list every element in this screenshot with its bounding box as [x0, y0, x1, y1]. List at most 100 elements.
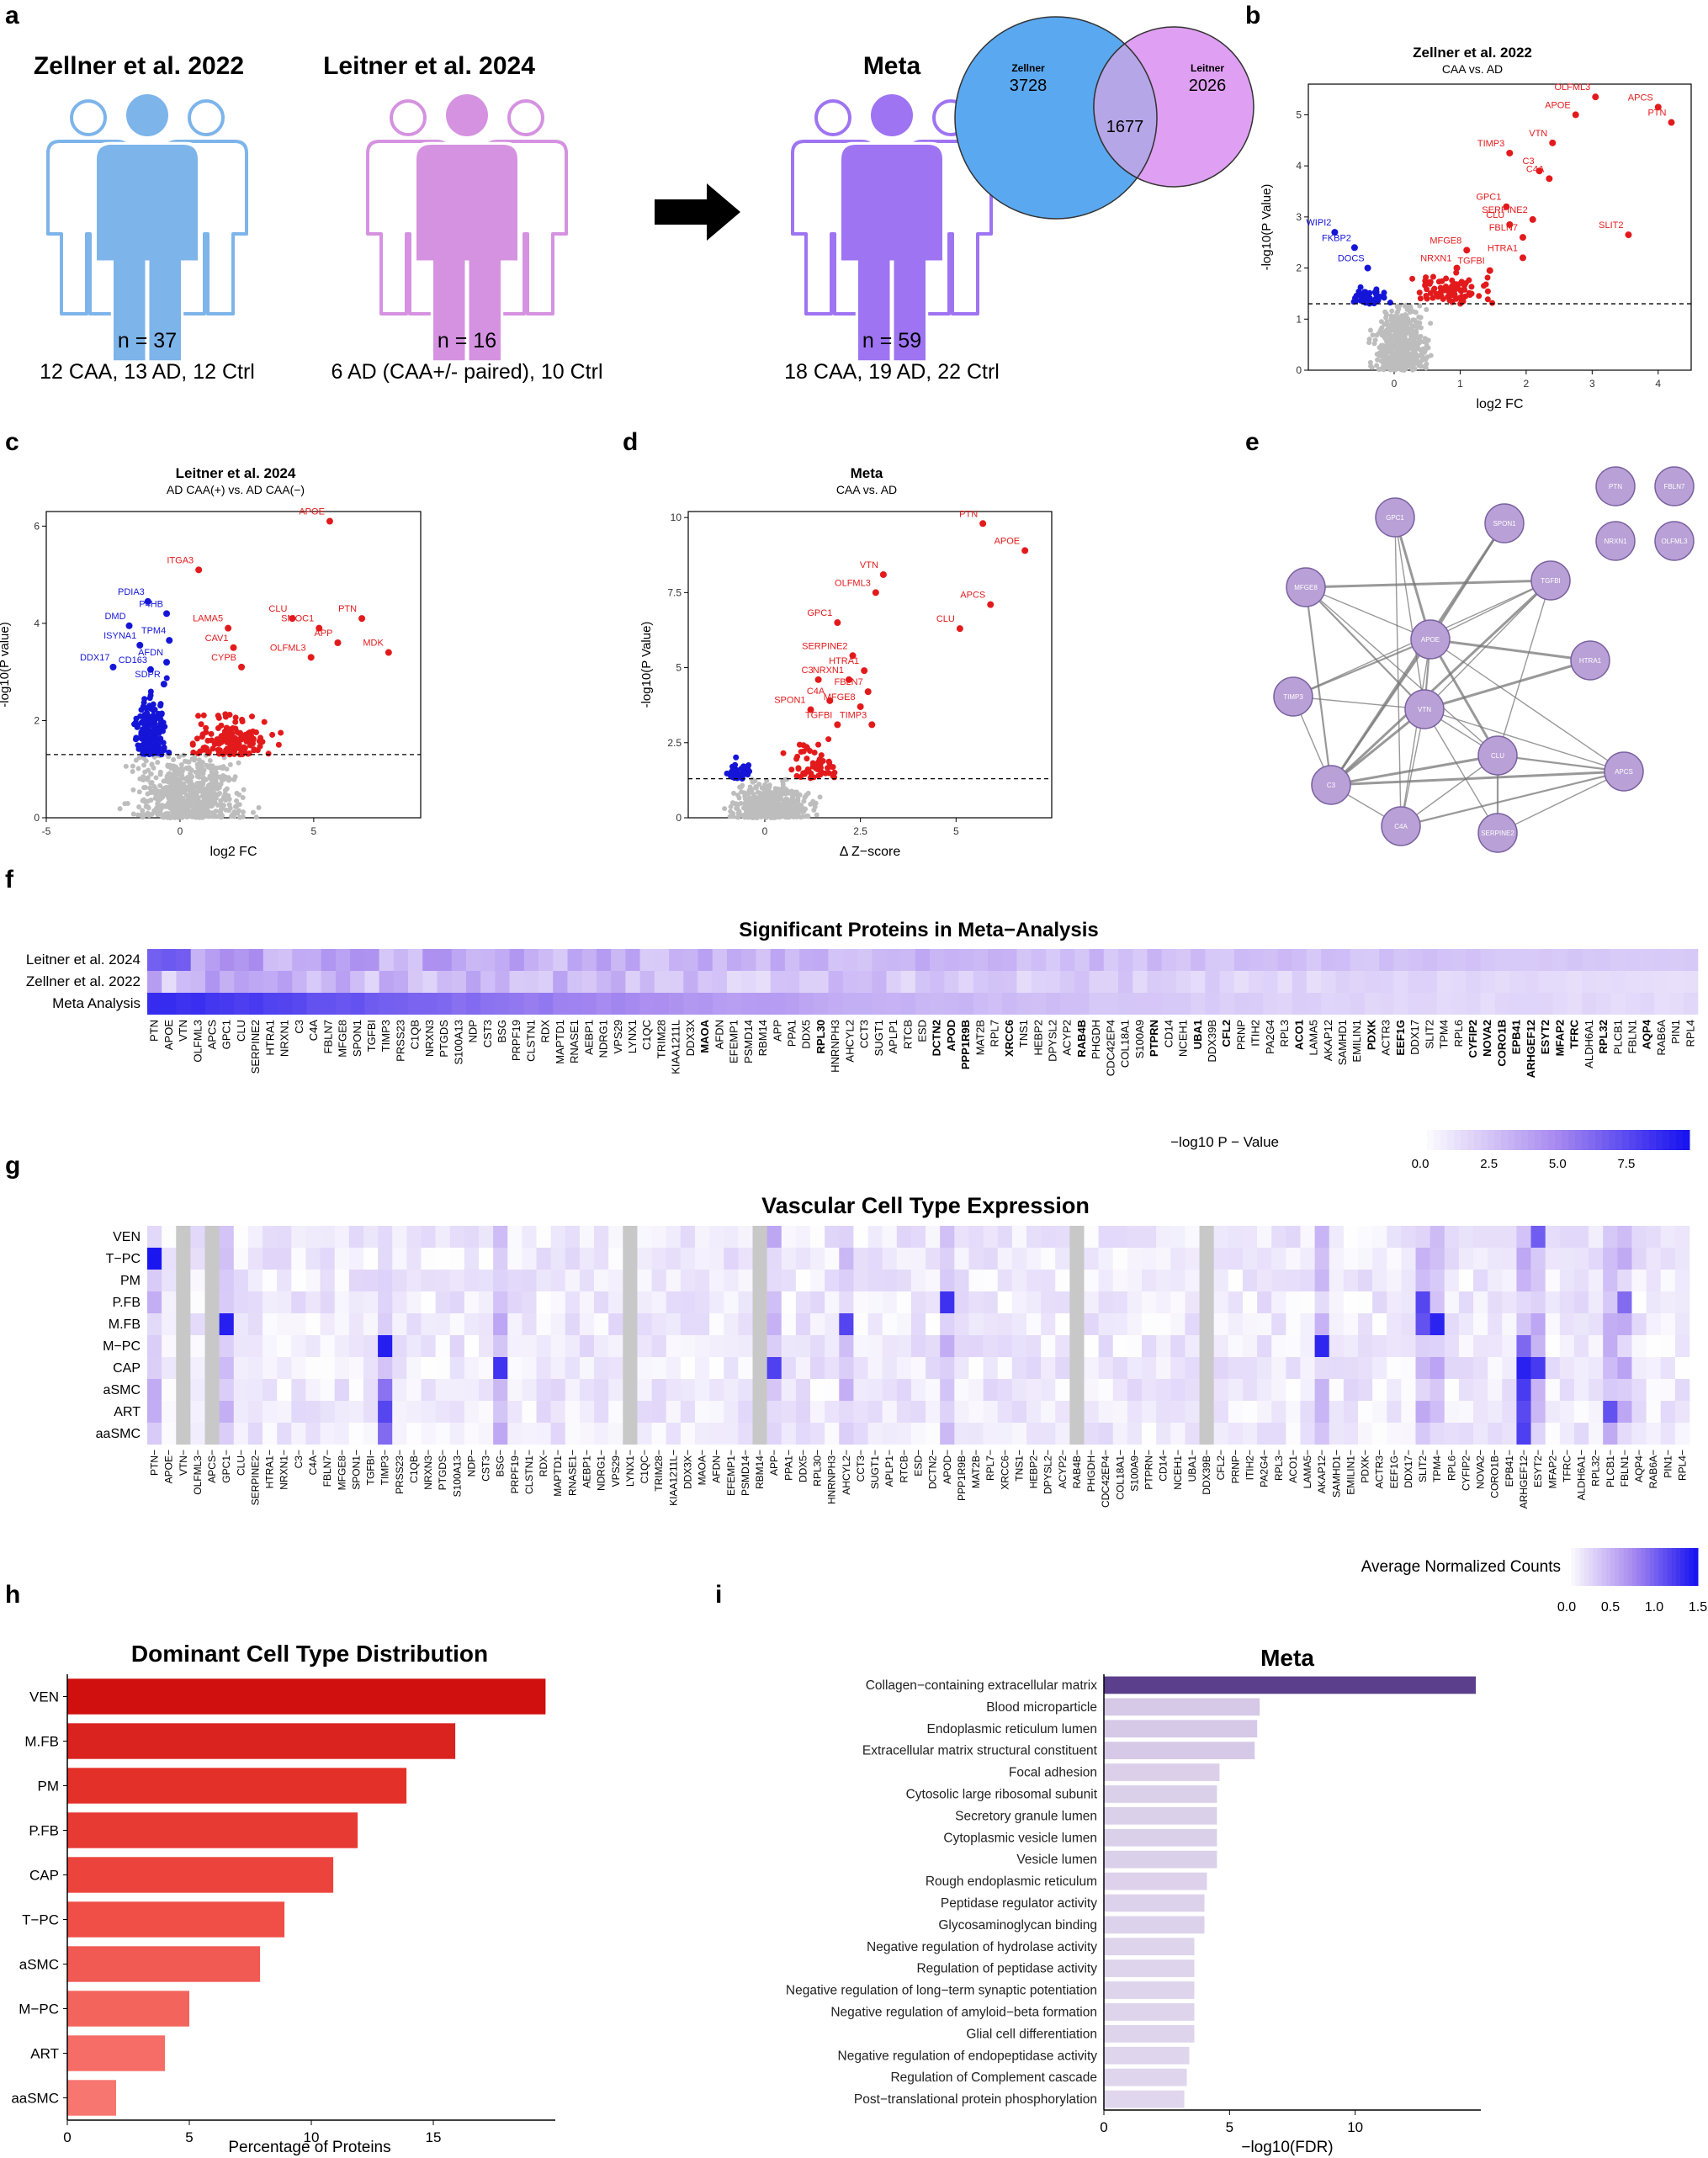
bar-i-bar	[1104, 1981, 1195, 1999]
heatmap-f-cell	[220, 971, 235, 993]
heatmap-g-cell	[334, 1291, 350, 1313]
heatmap-g-cell	[1372, 1357, 1387, 1379]
heatmap-g-cell	[738, 1270, 753, 1291]
heatmap-g-cell	[1660, 1226, 1676, 1248]
down-point	[738, 771, 745, 778]
heatmap-g-cell	[334, 1357, 350, 1379]
heatmap-g-cell	[810, 1401, 825, 1423]
heatmap-g-cell	[1127, 1423, 1143, 1445]
background-point	[755, 789, 761, 795]
heatmap-f-cell	[1364, 971, 1380, 993]
heatmap-f-row-label: Meta Analysis	[52, 995, 141, 1011]
heatmap-g-cell	[1530, 1313, 1546, 1335]
bar-i-bar	[1104, 1742, 1255, 1760]
heatmap-g-cell	[1660, 1335, 1676, 1357]
heatmap-f-legend-swatch	[1642, 1130, 1650, 1150]
heatmap-f-cell	[1408, 949, 1424, 971]
heatmap-g-cell	[1026, 1248, 1042, 1270]
heatmap-g-cell	[680, 1335, 696, 1357]
heatmap-g-col-label: TRIM28−	[653, 1450, 665, 1492]
heatmap-g-cell	[1271, 1313, 1286, 1335]
background-point	[135, 766, 141, 771]
heatmap-g-cell	[1357, 1379, 1373, 1401]
heatmap-f-legend-swatch	[1582, 1130, 1589, 1150]
heatmap-g-cell	[1646, 1423, 1662, 1445]
heatmap-g-cell	[1185, 1226, 1200, 1248]
heatmap-g-cell	[378, 1423, 393, 1445]
heatmap-g-legend-tick: 1.5	[1689, 1600, 1707, 1615]
labeled-point-cypb	[238, 663, 246, 671]
heatmap-f-cell	[234, 993, 249, 1015]
heatmap-g-cell	[896, 1313, 912, 1335]
heatmap-g-cell	[1530, 1401, 1546, 1423]
background-point	[792, 807, 798, 813]
background-point	[1418, 347, 1424, 353]
heatmap-g-col-label: RDX−	[538, 1450, 549, 1477]
heatmap-g-cell	[968, 1270, 984, 1291]
heatmap-g-cell	[795, 1313, 811, 1335]
heatmap-g-cell	[1387, 1401, 1402, 1423]
point-label-c3: C3	[802, 665, 814, 676]
heatmap-g-cell	[1401, 1423, 1416, 1445]
background-point	[808, 801, 814, 807]
heatmap-g-cell	[1286, 1226, 1301, 1248]
heatmap-f-col-label: NCEH1	[1177, 1020, 1190, 1057]
heatmap-g-cell	[1314, 1226, 1330, 1248]
labeled-point-fbln7	[864, 688, 872, 696]
down-point	[733, 754, 740, 761]
background-point	[1378, 330, 1384, 336]
heatmap-g-cell	[954, 1379, 969, 1401]
bar-i-x-tick-label: 5	[1226, 2119, 1233, 2135]
heatmap-g-cell	[1559, 1423, 1575, 1445]
heatmap-g-cell	[752, 1270, 767, 1291]
heatmap-g-cell	[291, 1291, 306, 1313]
background-point	[784, 777, 790, 782]
heatmap-g-cell	[896, 1335, 912, 1357]
heatmap-g-cell	[968, 1357, 984, 1379]
down-point	[137, 713, 144, 719]
heatmap-f-col-label: PPP1R9B	[959, 1020, 972, 1069]
heatmap-g-col-label: EEF1G−	[1388, 1450, 1400, 1488]
heatmap-f-col-label: CST3	[481, 1020, 494, 1047]
heatmap-f-cell	[1422, 971, 1438, 993]
heatmap-g-cell	[176, 1291, 191, 1313]
heatmap-g-cell	[1343, 1357, 1359, 1379]
labeled-point-fbln7	[1519, 234, 1526, 241]
background-point	[231, 777, 237, 782]
heatmap-g-col-label: PTN−	[149, 1450, 161, 1476]
heatmap-f-cell	[596, 971, 612, 993]
heatmap-f-col-label: DPYSL2	[1047, 1020, 1059, 1062]
heatmap-f-legend-tick: 2.5	[1480, 1157, 1498, 1171]
background-point	[148, 781, 154, 787]
up-point	[1435, 278, 1442, 285]
background-point	[224, 766, 230, 772]
heatmap-g-cell	[968, 1248, 984, 1270]
heatmap-g-cell	[334, 1270, 350, 1291]
bar-chart-h: Dominant Cell Type Distribution Percenta…	[11, 1641, 555, 2156]
heatmap-f-cell	[1205, 949, 1220, 971]
heatmap-f-cell	[1060, 971, 1075, 993]
heatmap-f-col-label: NRXN3	[423, 1020, 436, 1057]
heatmap-f-col-label: RPL6	[1452, 1020, 1465, 1047]
heatmap-g-cell	[1573, 1226, 1589, 1248]
up-point	[198, 721, 204, 728]
heatmap-g-cell	[1488, 1313, 1503, 1335]
background-point	[1383, 310, 1389, 316]
heatmap-f-title: Significant Proteins in Meta−Analysis	[739, 919, 1098, 941]
heatmap-g-cell	[623, 1423, 638, 1445]
background-point	[756, 798, 761, 803]
heatmap-g-cell	[694, 1226, 710, 1248]
background-point	[167, 805, 173, 811]
heatmap-g-col-label: DDX3X−	[682, 1450, 693, 1489]
heatmap-g-col-label: ESYT2−	[1532, 1450, 1544, 1487]
background-point	[764, 814, 770, 819]
labeled-point-apcs	[1654, 103, 1662, 111]
heatmap-f-col-label: MFAP2	[1553, 1020, 1566, 1056]
heatmap-g-cell	[1084, 1291, 1099, 1313]
heatmap-g-cell	[968, 1291, 984, 1313]
heatmap-g-cell	[781, 1401, 797, 1423]
background-point	[154, 805, 160, 811]
heatmap-g-col-label: APP−	[768, 1450, 780, 1476]
heatmap-g-cell	[1011, 1313, 1027, 1335]
heatmap-g-col-label: ACYP2−	[1057, 1450, 1069, 1488]
